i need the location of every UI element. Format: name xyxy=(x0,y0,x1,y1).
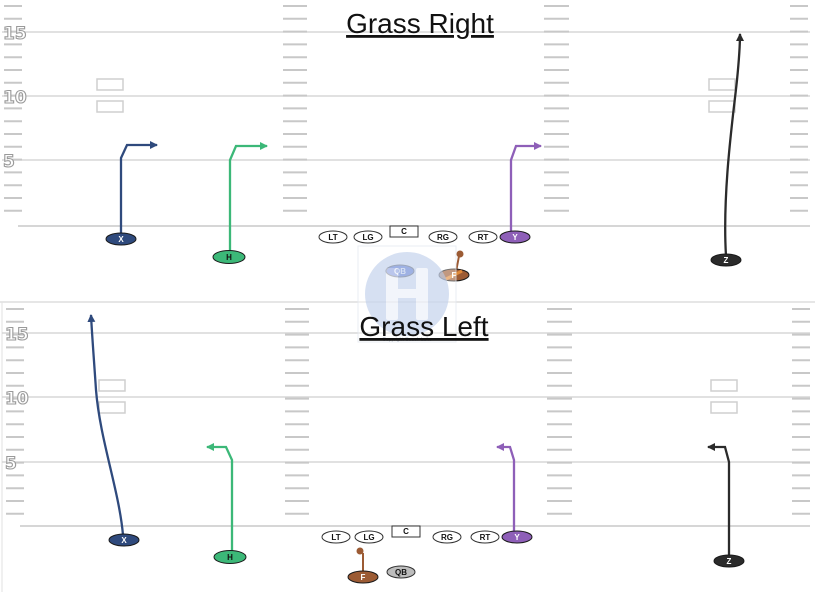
play-panel-grass-right: 15 10 5 Grass Right X H LT LG C xyxy=(2,5,810,282)
player-label: C xyxy=(401,227,407,236)
player-label: RG xyxy=(441,533,453,542)
player-f[interactable]: F xyxy=(438,268,470,282)
route-f-endpoint xyxy=(456,250,464,258)
player-rt[interactable]: RT xyxy=(470,530,500,544)
route-f-endpoint xyxy=(356,547,364,555)
player-label: RT xyxy=(478,233,489,242)
player-z[interactable]: Z xyxy=(710,253,742,267)
player-rg[interactable]: RG xyxy=(432,530,462,544)
player-c[interactable]: C xyxy=(389,225,419,238)
player-label: F xyxy=(361,573,366,582)
hash-marks xyxy=(6,308,810,515)
yard-number-5: 5 xyxy=(3,152,15,172)
player-lt[interactable]: LT xyxy=(318,230,348,244)
player-label: LT xyxy=(328,233,337,242)
hash-marks xyxy=(4,5,808,212)
player-h[interactable]: H xyxy=(212,250,246,264)
player-qb[interactable]: QB xyxy=(386,565,416,579)
number-boxes xyxy=(98,379,738,414)
player-x[interactable]: X xyxy=(108,533,140,547)
player-label: H xyxy=(227,553,233,562)
player-lg[interactable]: LG xyxy=(354,530,384,544)
player-label: X xyxy=(118,235,124,244)
player-label: C xyxy=(403,527,409,536)
hs-logo-icon: Copyright Coach Luke xyxy=(357,245,457,343)
player-label: Y xyxy=(514,533,520,542)
yard-number-15: 15 xyxy=(3,24,27,44)
player-lt[interactable]: LT xyxy=(321,530,351,544)
player-label: Y xyxy=(512,233,518,242)
player-label: QB xyxy=(395,568,407,577)
yard-number-10: 10 xyxy=(5,389,29,409)
route-h xyxy=(228,142,268,253)
player-label: Z xyxy=(727,557,732,566)
player-y[interactable]: Y xyxy=(499,230,531,244)
player-label: LT xyxy=(331,533,340,542)
route-z xyxy=(724,33,744,257)
player-label: X xyxy=(121,536,127,545)
route-z xyxy=(707,443,731,556)
route-x xyxy=(119,141,158,234)
route-y xyxy=(509,142,542,232)
player-label: LG xyxy=(362,233,373,242)
player-f[interactable]: F xyxy=(347,570,379,584)
route-y xyxy=(496,443,516,533)
yard-number-10: 10 xyxy=(3,88,27,108)
player-rg[interactable]: RG xyxy=(428,230,458,244)
player-label: LG xyxy=(363,533,374,542)
watermark-caption: Copyright Coach Luke xyxy=(382,337,432,343)
field-lines xyxy=(2,332,810,527)
player-label: F xyxy=(452,271,457,280)
play-title: Grass Left xyxy=(359,311,488,342)
player-lg[interactable]: LG xyxy=(353,230,383,244)
field-lines xyxy=(2,31,810,227)
player-y[interactable]: Y xyxy=(501,530,533,544)
route-x xyxy=(87,314,125,536)
player-x[interactable]: X xyxy=(105,232,137,246)
player-label: Z xyxy=(724,256,729,265)
player-label: H xyxy=(226,253,232,262)
player-c[interactable]: C xyxy=(391,525,421,538)
route-h xyxy=(206,443,234,553)
play-title: Grass Right xyxy=(346,8,494,39)
player-rt[interactable]: RT xyxy=(468,230,498,244)
yard-number-5: 5 xyxy=(5,454,17,474)
play-panel-grass-left: 15 10 5 X H LT LG C xyxy=(2,308,810,584)
player-label: RT xyxy=(480,533,491,542)
player-label: RG xyxy=(437,233,449,242)
yard-number-15: 15 xyxy=(5,325,29,345)
player-h[interactable]: H xyxy=(213,550,247,564)
player-z[interactable]: Z xyxy=(713,554,745,568)
